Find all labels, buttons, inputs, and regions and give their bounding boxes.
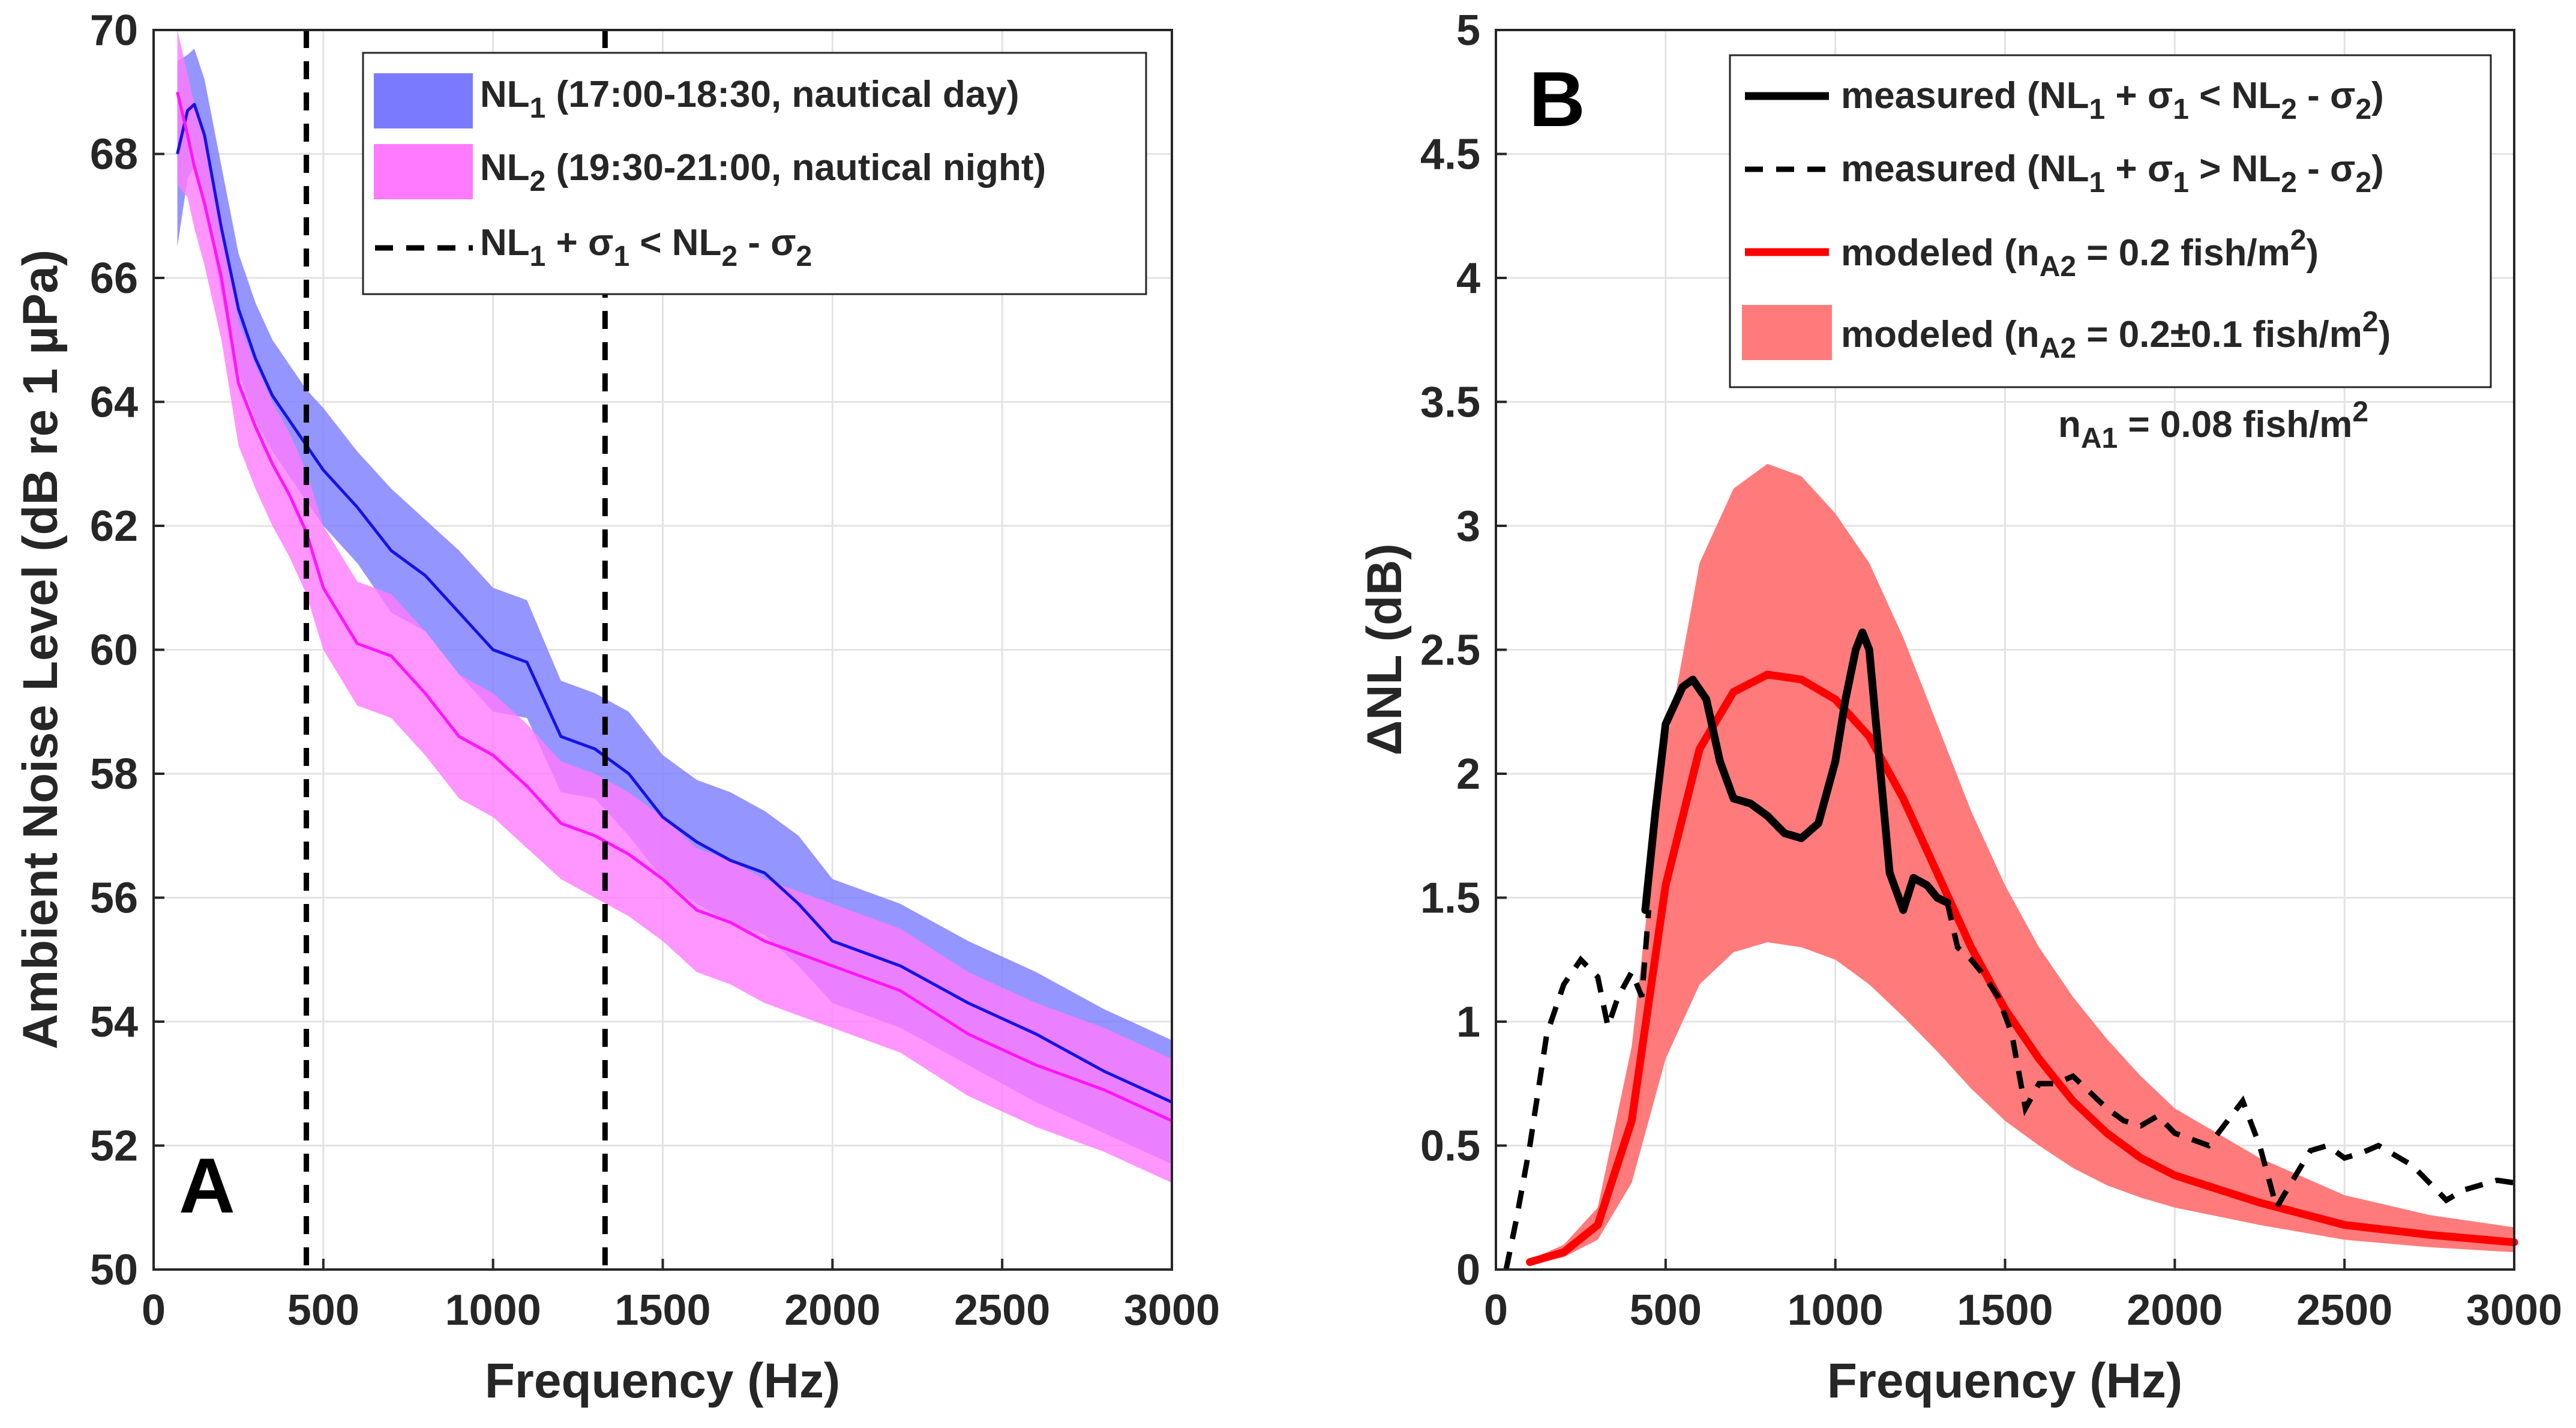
a-y-tick-label: 56 [90,875,138,923]
legend-swatch-modeled-band [1742,305,1832,360]
a-x-tick-label: 3000 [1124,1286,1220,1334]
b-x-tick-label: 1500 [1957,1286,2053,1334]
panel-b-bands [1530,463,2514,1265]
panel-b-letter: B [1529,55,1585,143]
panel-a-legend: NL1 (17:00-18:30, nautical day) NL2 (19:… [362,52,1147,295]
legend-entry-measured-solid: measured (NL1 + σ1 < NL2 - σ2) [1841,75,2384,125]
a-y-tick-label: 60 [90,627,138,675]
panel-b-x-ticks: 0 500 1000 1500 2000 2500 3000 [1484,1259,2562,1334]
a-x-tick-label: 1500 [614,1286,710,1334]
a-y-tick-label: 58 [90,750,138,798]
legend-entry-measured-dashed: measured (NL1 + σ1 > NL2 - σ2) [1841,148,2384,199]
b-y-tick-label: 4.5 [1420,131,1480,179]
panel-a-letter: A [179,1142,235,1229]
legend-entry-modeled-band: modeled (nA2 = 0.2±0.1 fish/m2) [1841,306,2391,364]
panel-a-legend-box [362,52,1147,295]
line-nl2 [176,91,1173,1122]
legend-swatch-nl2 [374,144,473,199]
a-y-tick-label: 66 [90,255,138,303]
a-x-tick-label: 2000 [784,1286,880,1334]
b-y-tick-label: 0 [1456,1246,1480,1294]
a-y-tick-label: 52 [90,1122,138,1170]
b-y-tick-label: 2.5 [1420,627,1480,675]
b-y-tick-label: 1 [1456,998,1480,1046]
b-x-tick-label: 2000 [2127,1286,2223,1334]
a-y-tick-label: 54 [90,998,138,1046]
b-y-tick-label: 3.5 [1420,379,1480,427]
a-x-tick-label: 1000 [445,1286,541,1334]
b-y-tick-label: 3 [1456,502,1480,550]
b-y-tick-label: 2 [1456,750,1480,798]
panel-a-y-label: Ambient Noise Level (dB re 1 µPa) [13,250,68,1049]
panel-b-legend: measured (NL1 + σ1 < NL2 - σ2) measured … [1729,54,2492,388]
panel-b: 0 500 1000 1500 2000 2500 3000 0 0.5 1 1.5 2 2.5 3 3.… [1357,7,2562,1408]
a-y-tick-label: 70 [90,7,138,55]
legend-swatch-nl1 [374,73,473,128]
panel-b-legend-box [1729,54,2492,388]
panel-a-y-ticks: 50 52 54 56 58 60 62 64 66 68 70 [90,7,164,1294]
panel-a: 0 500 1000 1500 2000 2500 3000 50 52 54 56 58 60 62 6… [13,7,1220,1408]
b-y-tick-label: 1.5 [1420,875,1480,923]
panel-a-vlines [304,30,608,1270]
b-x-tick-label: 3000 [2466,1286,2562,1334]
b-y-tick-label: 5 [1456,7,1480,55]
b-y-tick-label: 4 [1456,255,1480,303]
panel-b-lines [1503,628,2518,1270]
a-x-tick-label: 500 [287,1286,359,1334]
legend-entry-modeled-line: modeled (nA2 = 0.2 fish/m2) [1841,224,2319,283]
b-y-tick-label: 0.5 [1420,1122,1480,1170]
line-modeled [1526,670,2518,1267]
panel-a-lines [176,91,1173,1122]
panel-b-x-label: Frequency (Hz) [1827,1354,2182,1408]
b-x-tick-label: 0 [1484,1286,1508,1334]
a-x-tick-label: 0 [142,1286,166,1334]
panel-b-annotation: nA1 = 0.08 fish/m2 [2058,396,2368,454]
panel-a-x-label: Frequency (Hz) [485,1354,840,1408]
b-x-tick-label: 2500 [2296,1286,2392,1334]
line-nl1 [176,103,1173,1104]
band-modeled-range [1530,463,2514,1265]
a-x-tick-label: 2500 [954,1286,1050,1334]
legend-entry-nl2: NL2 (19:30-21:00, nautical night) [480,147,1046,197]
a-y-tick-label: 64 [90,379,138,427]
legend-entry-dashed: NL1 + σ1 < NL2 - σ2 [480,222,812,273]
a-y-tick-label: 62 [90,502,138,550]
panel-a-x-ticks: 0 500 1000 1500 2000 2500 3000 [142,1259,1220,1334]
line-measured-solid [1641,628,1951,914]
panel-b-y-label: ΔNL (dB) [1357,543,1412,755]
panel-b-y-ticks: 0 0.5 1 1.5 2 2.5 3 3.5 4 4.5 5 [1420,7,1507,1294]
b-x-tick-label: 1000 [1788,1286,1884,1334]
b-x-tick-label: 500 [1630,1286,1702,1334]
a-y-tick-label: 50 [90,1246,138,1294]
legend-entry-nl1: NL1 (17:00-18:30, nautical day) [480,74,1019,124]
a-y-tick-label: 68 [90,131,138,179]
band-nl2 [177,30,1172,1183]
